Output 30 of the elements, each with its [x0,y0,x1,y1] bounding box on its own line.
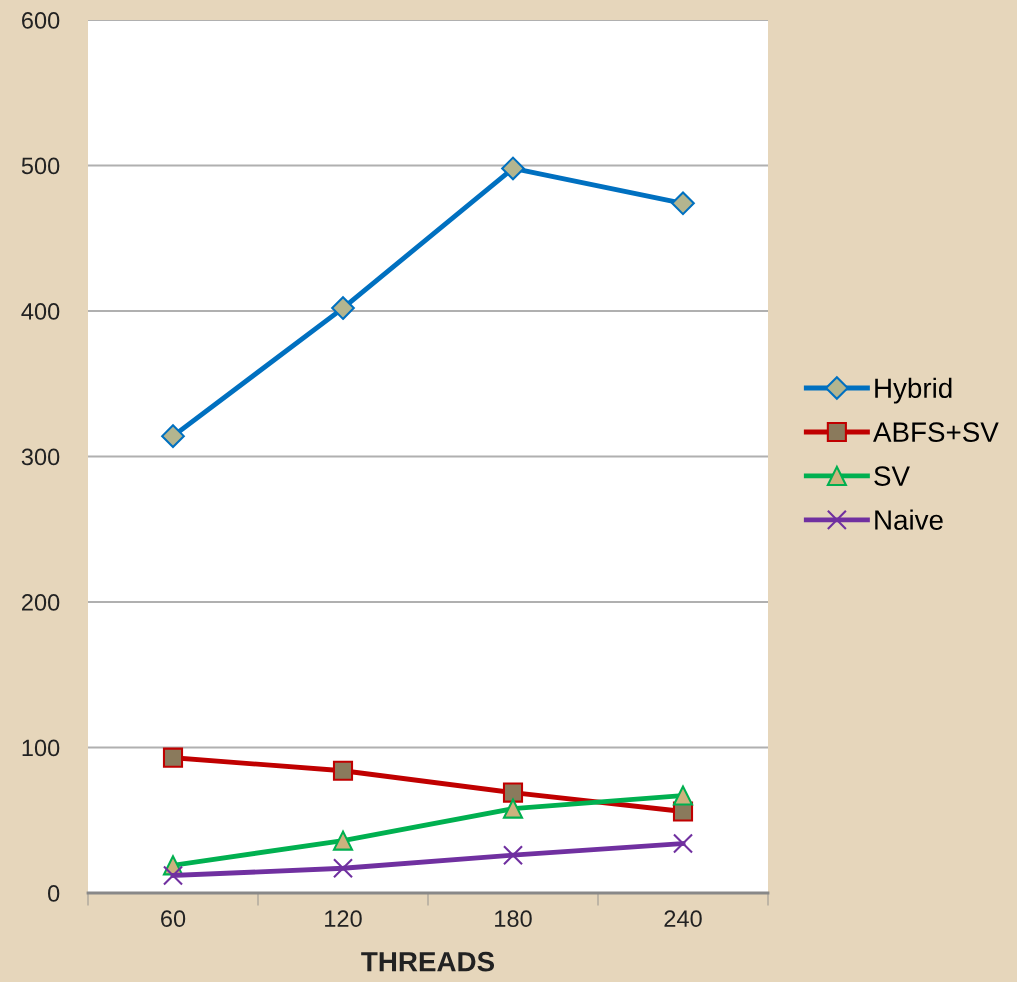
y-tick-label: 0 [48,885,60,902]
point [332,830,354,851]
point [502,798,524,819]
x-tick-label: 120 [325,910,362,928]
y-tick-label: 600 [22,12,60,29]
point [671,191,695,216]
x-axis-title: THREADS [361,951,495,972]
point [502,845,524,866]
y-tick-label: 200 [22,594,60,611]
x-tick-label: 240 [664,910,702,928]
x-tick-label: 60 [161,910,186,928]
point [332,858,354,879]
point [332,760,354,781]
legend-label: Naive [875,509,943,530]
y-tick-label: 100 [22,739,60,757]
point [331,296,355,320]
point [162,747,184,768]
y-tick-label: 400 [21,303,60,320]
point [501,156,525,181]
point [502,782,524,803]
point [672,833,694,854]
legend-label: Hybrid [875,377,952,404]
legend-label: SV [874,466,910,486]
point [162,865,184,886]
legend-label: ABFS+SV [873,422,999,442]
x-tick-label: 180 [495,910,532,928]
y-tick-label: 500 [21,157,60,175]
point [672,785,694,806]
point [161,424,185,448]
y-tick-label: 300 [21,448,60,466]
